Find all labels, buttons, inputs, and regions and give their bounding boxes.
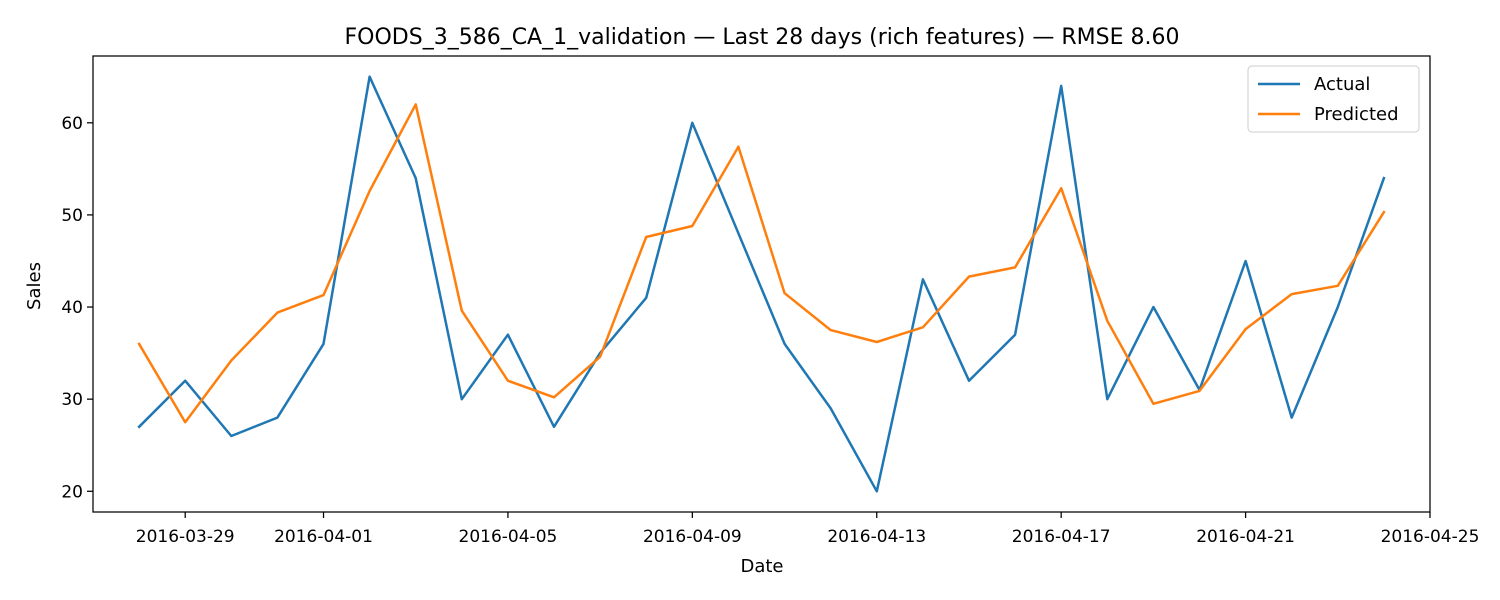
series-line-actual xyxy=(137,75,1386,493)
chart-title: FOODS_3_586_CA_1_validation — Last 28 da… xyxy=(345,25,1180,50)
x-tick-label: 2016-04-05 xyxy=(459,527,558,547)
x-tick-label: 2016-03-29 xyxy=(136,527,235,547)
legend-box xyxy=(1247,65,1420,133)
x-tick-label: 2016-04-13 xyxy=(827,527,926,547)
plot-area xyxy=(137,75,1386,493)
y-tick-label: 20 xyxy=(61,482,83,502)
legend-label-predicted: Predicted xyxy=(1314,104,1399,125)
x-tick-label: 2016-04-21 xyxy=(1196,527,1295,547)
y-tick-label: 30 xyxy=(61,390,83,410)
x-axis: 2016-03-29 2016-04-01 2016-04-05 2016-04-09… xyxy=(136,512,1480,547)
legend-label-actual: Actual xyxy=(1314,74,1370,95)
x-tick-label: 2016-04-17 xyxy=(1012,527,1111,547)
y-tick-label: 60 xyxy=(61,114,83,134)
y-tick-label: 50 xyxy=(61,206,83,226)
x-axis-label: Date xyxy=(740,556,783,577)
y-axis: 20 30 40 50 60 xyxy=(61,114,93,502)
x-tick-label: 2016-04-09 xyxy=(643,527,742,547)
series-line-predicted xyxy=(137,103,1386,424)
x-tick-label: 2016-04-01 xyxy=(274,527,373,547)
legend: Actual Predicted xyxy=(1247,65,1420,133)
x-tick-label: 2016-04-25 xyxy=(1381,527,1480,547)
y-axis-label: Sales xyxy=(24,262,45,310)
plot-frame xyxy=(92,55,1431,513)
y-tick-label: 40 xyxy=(61,298,83,318)
